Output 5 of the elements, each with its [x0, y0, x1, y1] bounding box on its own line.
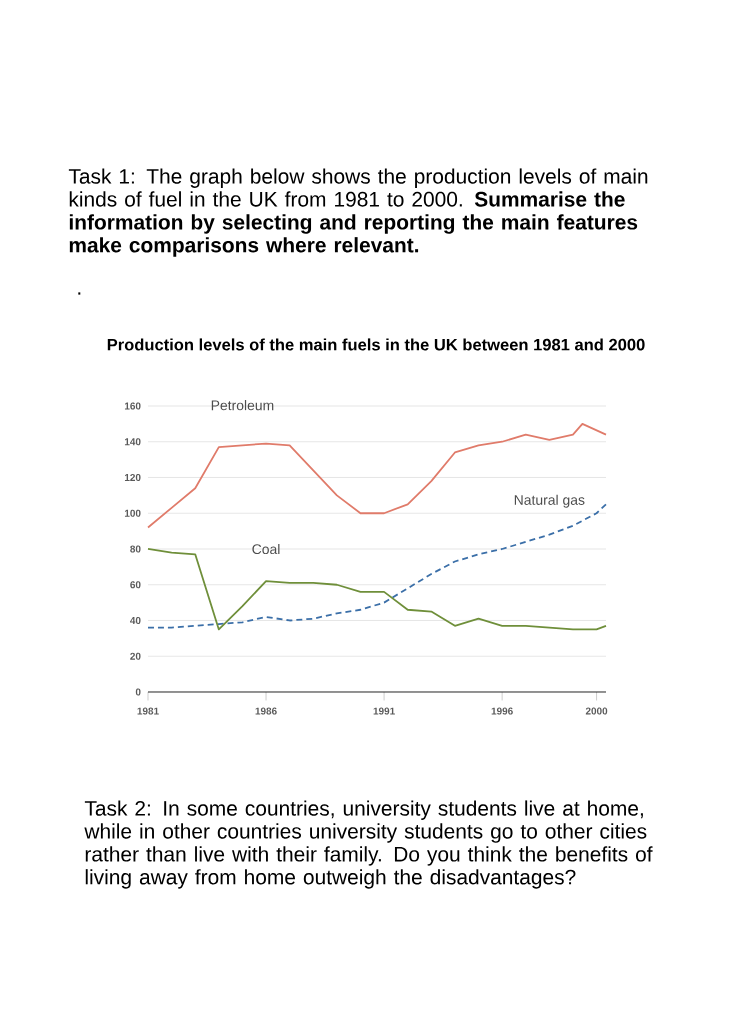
text: Task 1: The graph below shows the production levels of main kinds of fuel in the UK from 1981 to 2000. Summarise the information by selecting and reporting the main features make comparisons where relevant. — [68, 168, 648, 257]
text: . — [78, 292, 81, 295]
text: Task 2: In some countries, university students live at home, while in other countries university students go to other cities rather than live with their family. Do you think the benefits of living away from home outweigh the disadvantages? — [84, 800, 653, 889]
line-series — [147, 422, 607, 529]
chart-title: Production levels of the main fuels in the UK between 1981 and 2000 — [107, 338, 645, 351]
